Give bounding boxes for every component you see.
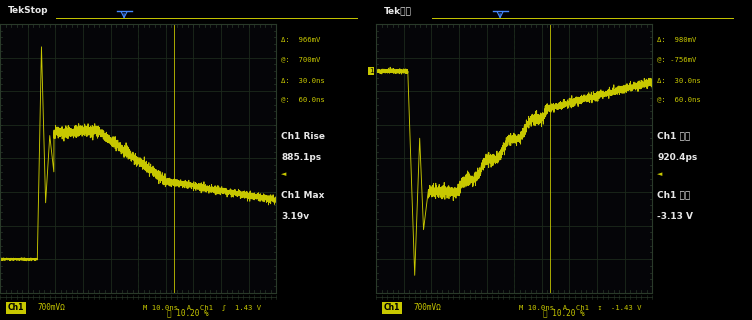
Text: @:  60.0ns: @: 60.0ns [657,97,701,103]
Text: @:  60.0ns: @: 60.0ns [281,97,325,103]
Text: Δ:  30.0ns: Δ: 30.0ns [281,78,325,84]
Text: M 10.0ns  A  Ch1  ↧  -1.43 V: M 10.0ns A Ch1 ↧ -1.43 V [519,305,641,311]
Text: 700mVΩ: 700mVΩ [414,303,441,312]
Text: 700mVΩ: 700mVΩ [38,303,65,312]
Text: 920.4ps: 920.4ps [657,153,698,162]
Text: M 10.0ns  A  Ch1  ʃ  1.43 V: M 10.0ns A Ch1 ʃ 1.43 V [143,305,261,311]
Text: Ch1: Ch1 [8,303,24,312]
Text: @: -756mV: @: -756mV [657,56,696,62]
Text: ⓘ 10.20 %: ⓘ 10.20 % [167,309,209,318]
Text: ⓘ 10.20 %: ⓘ 10.20 % [543,309,585,318]
Text: Ch1: Ch1 [384,303,400,312]
Text: -3.13 V: -3.13 V [657,212,693,221]
Text: 1: 1 [368,68,373,74]
Text: Ch1 下降: Ch1 下降 [657,132,690,140]
Text: Δ:  980mV: Δ: 980mV [657,37,696,44]
Text: TekStop: TekStop [8,6,48,15]
Text: 885.1ps: 885.1ps [281,153,321,162]
Text: Ch1 Max: Ch1 Max [281,191,325,200]
Text: Δ:  966mV: Δ: 966mV [281,37,320,44]
Text: Δ:  30.0ns: Δ: 30.0ns [657,78,701,84]
Text: ◄: ◄ [657,172,663,178]
Text: 3.19v: 3.19v [281,212,310,221]
Text: @:  700mV: @: 700mV [281,56,320,62]
Text: Ch1 最小: Ch1 最小 [657,191,690,200]
Text: Ch1 Rise: Ch1 Rise [281,132,326,140]
Text: ◄: ◄ [281,172,287,178]
Text: Tek停止: Tek停止 [384,6,411,15]
